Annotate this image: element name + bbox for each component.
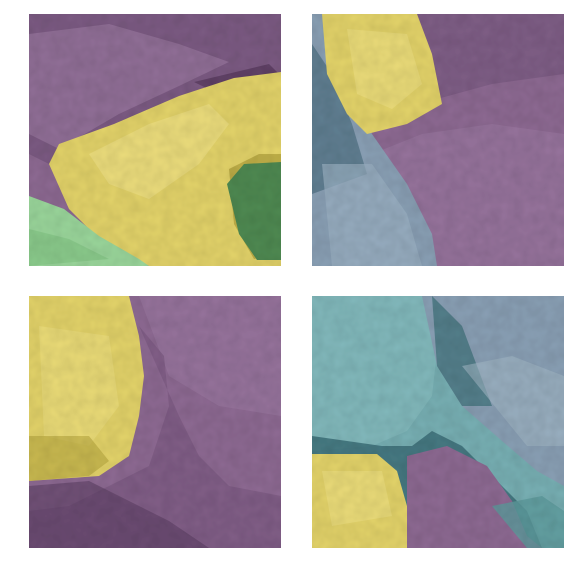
tile-image: [29, 296, 281, 548]
tile-image: [312, 14, 564, 266]
tile-image: [312, 296, 564, 548]
segmentation-tile-top-right: [312, 14, 564, 266]
tile-image: [29, 14, 281, 266]
segmentation-tile-bottom-left: [29, 296, 281, 548]
segmentation-tile-bottom-right: [312, 296, 564, 548]
segmentation-tile-top-left: [29, 14, 281, 266]
green-dark-region: [227, 162, 281, 260]
